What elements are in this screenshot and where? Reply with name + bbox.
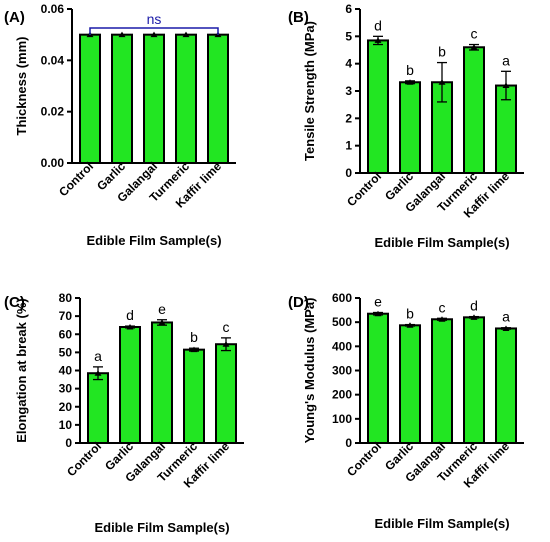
significance-letter: a	[94, 348, 102, 364]
mean-marker	[406, 79, 414, 85]
bar-galangal	[151, 321, 173, 444]
bar-control	[87, 372, 109, 444]
y-tick-label: 400	[332, 339, 352, 353]
significance-letter: b	[190, 329, 198, 345]
mean-marker	[374, 310, 382, 317]
panel-label: (B)	[288, 9, 309, 26]
bar-control	[367, 39, 389, 174]
mean-marker	[438, 79, 446, 85]
mean-marker	[374, 37, 382, 43]
significance-letter: c	[223, 319, 230, 335]
mean-marker	[406, 322, 414, 328]
significance-letter: d	[470, 298, 478, 314]
significance-letter: d	[374, 17, 382, 33]
y-tick-label: 600	[332, 291, 352, 305]
y-tick-label: 2	[345, 111, 352, 125]
chart-panel-c: (C) 0 10 20 30 40 50 60 70 80 Elongation at break …	[4, 291, 244, 535]
y-tick-label: 40	[59, 364, 73, 378]
significance-letter: c	[471, 26, 478, 42]
bar-turmeric	[175, 33, 197, 164]
bar-control	[79, 33, 101, 164]
y-tick-label: 30	[59, 382, 73, 396]
y-tick-label: 0	[345, 166, 352, 180]
y-axis-title: Thickness (mm)	[14, 37, 29, 136]
significance-letter: a	[502, 309, 510, 325]
mean-marker	[118, 31, 126, 38]
panel-label: (C)	[4, 294, 25, 311]
y-tick-label: 6	[345, 2, 352, 16]
bar-galangal	[431, 318, 453, 444]
y-axis-title: Tensile Strength (MPa)	[302, 21, 317, 161]
significance-letter: e	[158, 301, 166, 317]
significance-bracket	[89, 27, 219, 35]
y-tick-label: 200	[332, 388, 352, 402]
y-tick-label: 80	[59, 291, 73, 305]
x-axis-title: Edible Film Sample(s)	[374, 235, 509, 250]
mean-marker	[470, 314, 478, 320]
bar-galangal	[143, 33, 165, 164]
mean-marker	[502, 325, 510, 331]
y-tick-label: 70	[59, 309, 73, 323]
y-tick-label: 60	[59, 327, 73, 341]
panel-label: (A)	[4, 9, 25, 26]
mean-marker	[470, 44, 478, 50]
y-tick-label: 0.00	[41, 156, 65, 170]
bar-garlic	[399, 81, 421, 174]
y-axis-title: Young's Modulus (MPa)	[302, 298, 317, 444]
bar-garlic	[111, 33, 133, 164]
significance-letter: b	[406, 62, 414, 78]
x-axis-title: Edible Film Sample(s)	[94, 520, 229, 535]
bar-kaffir-lime	[207, 33, 229, 164]
mean-marker	[190, 346, 198, 353]
panel-label: (D)	[288, 294, 309, 311]
y-tick-label: 500	[332, 315, 352, 329]
y-tick-label: 1	[345, 139, 352, 153]
mean-marker	[158, 319, 166, 325]
significance-label: ns	[147, 11, 162, 27]
significance-letter: e	[374, 294, 382, 310]
y-tick-label: 20	[59, 400, 73, 414]
mean-marker	[502, 82, 510, 89]
mean-marker	[94, 370, 102, 376]
y-tick-label: 100	[332, 412, 352, 426]
x-axis-title: Edible Film Sample(s)	[374, 516, 509, 531]
mean-marker	[182, 31, 190, 38]
y-axis-title: Elongation at break (%)	[14, 298, 29, 442]
y-tick-label: 0.06	[41, 2, 65, 16]
bar-turmeric	[463, 316, 485, 445]
y-tick-label: 0	[65, 436, 72, 450]
significance-letter: d	[126, 307, 134, 323]
bar-kaffir-lime	[215, 343, 237, 444]
mean-marker	[438, 316, 446, 322]
y-tick-label: 0.04	[41, 53, 65, 67]
significance-letter: c	[439, 299, 446, 315]
y-tick-label: 5	[345, 29, 352, 43]
bar-garlic	[119, 326, 141, 444]
mean-marker	[150, 31, 158, 38]
mean-marker	[222, 341, 230, 347]
bar-control	[367, 312, 389, 445]
bar-turmeric	[183, 348, 205, 444]
y-tick-label: 10	[59, 418, 73, 432]
x-axis-title: Edible Film Sample(s)	[86, 233, 221, 248]
mean-marker	[126, 324, 134, 330]
bar-garlic	[399, 324, 421, 444]
y-tick-label: 3	[345, 84, 352, 98]
significance-letter: a	[502, 52, 510, 68]
bar-turmeric	[463, 46, 485, 174]
chart-panel-d: (D) 0 100 200 300 400 500 600 Young's Modulus (M…	[288, 291, 524, 531]
y-tick-label: 300	[332, 364, 352, 378]
y-tick-label: 50	[59, 345, 73, 359]
significance-letter: b	[406, 306, 414, 322]
y-tick-label: 0.02	[41, 105, 65, 119]
y-tick-label: 0	[345, 436, 352, 450]
bar-kaffir-lime	[495, 327, 517, 445]
y-tick-label: 4	[345, 57, 352, 71]
significance-letter: b	[438, 44, 446, 60]
